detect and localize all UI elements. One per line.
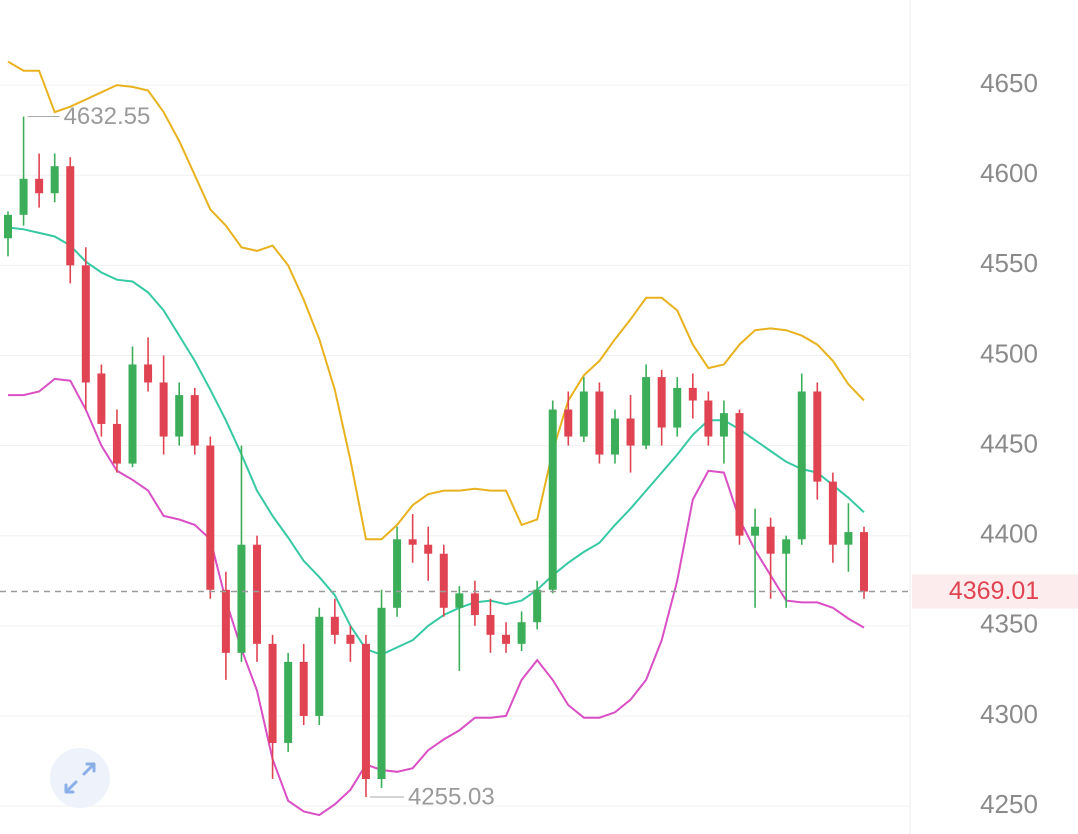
candle-body — [206, 445, 215, 590]
band-line — [8, 377, 865, 817]
candle-body — [642, 377, 651, 446]
candle-body — [81, 265, 90, 383]
candle-body — [595, 391, 604, 455]
candle-body — [766, 526, 775, 554]
y-tick-label: 4300 — [980, 699, 1038, 729]
candle-body — [237, 544, 246, 653]
candle-body — [346, 634, 355, 644]
candle-body — [175, 395, 184, 437]
candle-body — [579, 391, 588, 437]
candle-body — [50, 166, 59, 194]
candles — [4, 116, 868, 797]
expand-button[interactable] — [50, 748, 110, 808]
candle-body — [112, 423, 121, 464]
candle-body — [393, 539, 402, 608]
candle-body — [424, 544, 433, 554]
y-tick-label: 4600 — [980, 158, 1038, 188]
candle-body — [610, 418, 619, 455]
y-tick-label: 4500 — [980, 338, 1038, 368]
candle-body — [144, 364, 153, 383]
candle-body — [97, 373, 106, 424]
candle-body — [377, 607, 386, 780]
candle-body — [315, 616, 324, 716]
candle-body — [564, 409, 573, 437]
candle-body — [828, 481, 837, 545]
candle-body — [439, 553, 448, 608]
y-tick-label: 4400 — [980, 519, 1038, 549]
candle-body — [190, 395, 199, 446]
candle-body — [470, 593, 479, 616]
candle-body — [35, 178, 44, 194]
candle-body — [455, 593, 464, 608]
last-price-bg — [912, 574, 1078, 609]
candle-body — [548, 409, 557, 590]
candle-body — [299, 661, 308, 716]
last-price-label: 4369.01 — [949, 577, 1039, 605]
candle-body — [860, 532, 868, 592]
band-line — [7, 60, 865, 541]
expand-icon[interactable] — [64, 762, 96, 794]
min-label: 4255.03 — [408, 783, 495, 810]
candle-body — [735, 413, 744, 536]
candle-body — [688, 387, 697, 401]
candle-body — [673, 387, 682, 428]
candle-body — [517, 622, 526, 644]
candle-body — [533, 589, 542, 623]
candle-body — [704, 400, 713, 437]
y-tick-label: 4450 — [980, 428, 1038, 458]
grid: 4250 4300 4350 4400 4450 4500 4550 4600 4650 — [0, 68, 1038, 819]
y-tick-label: 4650 — [980, 68, 1038, 98]
candle-body — [486, 615, 495, 635]
candle-body — [159, 382, 168, 437]
expand-button-bg[interactable] — [50, 748, 110, 808]
candle-body — [813, 391, 822, 482]
candle-body — [4, 214, 12, 239]
candle-body — [782, 539, 791, 554]
y-tick-label: 4350 — [980, 609, 1038, 639]
candle-body — [751, 526, 760, 536]
candle-body — [128, 364, 137, 464]
candle-body — [19, 178, 28, 215]
max-label: 4632.55 — [64, 103, 151, 130]
candle-body — [284, 661, 293, 743]
candle-body — [719, 413, 728, 437]
candle-body — [330, 616, 339, 635]
candle-body — [797, 391, 806, 540]
candle-body — [221, 589, 230, 653]
overlay: 4632.55 4255.03 4369.01 — [0, 103, 1078, 810]
candle-body — [502, 634, 511, 644]
y-tick-label: 4550 — [980, 248, 1038, 278]
candle-body — [657, 377, 666, 428]
candle-body — [66, 166, 75, 266]
candle-body — [253, 544, 262, 644]
candle-body — [626, 418, 635, 446]
candle-body — [844, 532, 853, 545]
candle-body — [361, 643, 370, 780]
y-tick-label: 4250 — [980, 789, 1038, 819]
candle-body — [268, 643, 277, 743]
candle-body — [408, 539, 417, 545]
